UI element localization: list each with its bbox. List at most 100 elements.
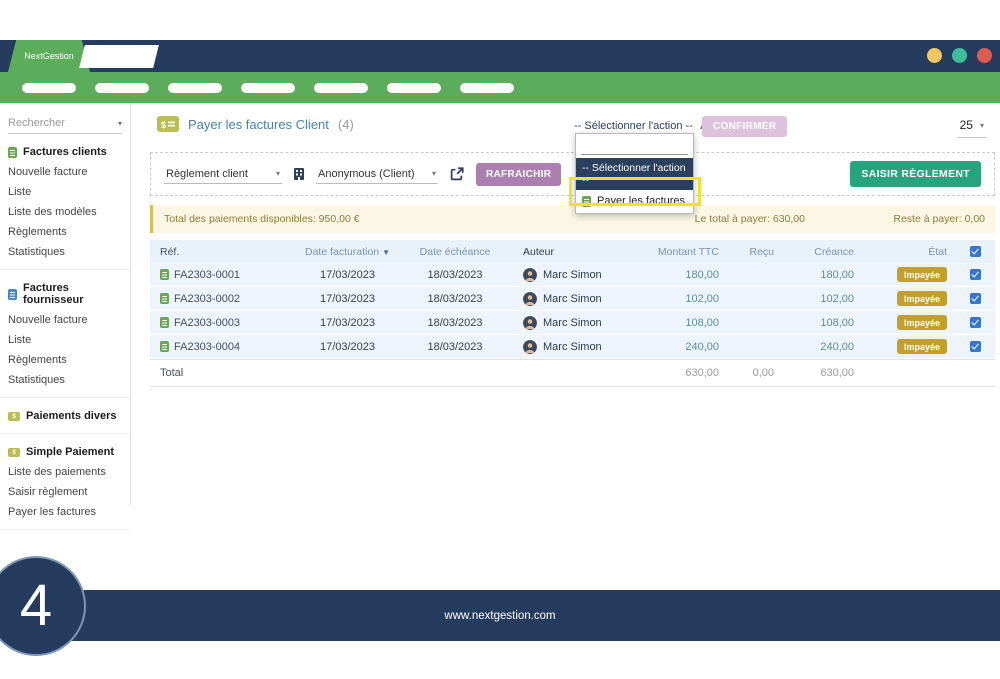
- header-credit[interactable]: Créance: [814, 245, 854, 258]
- avatar: [523, 267, 537, 282]
- avatar: [523, 339, 537, 354]
- search-input[interactable]: Rechercher ▾: [8, 117, 122, 134]
- sidebar-item-saisir-reglement[interactable]: Saisir règlement: [8, 486, 88, 498]
- sidebar-item-paiements-divers[interactable]: $ Paiements divers: [0, 408, 130, 426]
- table-row[interactable]: FA2303-0003 17/03/2023 18/03/2023 Marc S…: [150, 311, 995, 335]
- invoice-icon: [582, 195, 591, 207]
- sidebar-item-liste-modeles[interactable]: Liste des modèles: [8, 206, 97, 218]
- sidebar-item-statistiques[interactable]: Statistiques: [8, 246, 65, 258]
- table-row[interactable]: FA2303-0004 17/03/2023 18/03/2023 Marc S…: [150, 335, 995, 359]
- invoice-ref[interactable]: FA2303-0001: [150, 269, 290, 281]
- header-date-due[interactable]: Date échéance: [419, 245, 491, 258]
- header-amount[interactable]: Montant TTC: [657, 245, 719, 258]
- nav-item-pill[interactable]: [314, 83, 368, 93]
- avatar: [523, 291, 537, 306]
- sidebar-item-reglements[interactable]: Règlements: [8, 226, 67, 238]
- dropdown-option-placeholder[interactable]: -- Sélectionner l'action --: [576, 158, 693, 190]
- row-checkbox[interactable]: [969, 317, 981, 329]
- header-date-invoice-label: Date facturation: [305, 245, 380, 258]
- sidebar-item-simple-paiement[interactable]: $ Simple Paiement: [0, 444, 130, 462]
- sidebar-item-nouvelle-facture[interactable]: Nouvelle facture: [8, 166, 88, 178]
- page-size-value: 25: [959, 118, 973, 132]
- nav-item-pill[interactable]: [387, 83, 441, 93]
- minimize-icon[interactable]: [927, 48, 942, 63]
- brand-tab[interactable]: NextGestion: [8, 40, 90, 72]
- author-cell: Marc Simon: [505, 291, 630, 306]
- sidebar-item-factures-clients[interactable]: Factures clients: [0, 144, 130, 162]
- payment-type-value: Règlement client: [166, 167, 248, 180]
- invoice-icon: [8, 288, 17, 300]
- refresh-button[interactable]: RAFRAICHIR: [476, 162, 562, 186]
- client-select[interactable]: Anonymous (Client) ▾: [316, 165, 438, 184]
- invoice-ref[interactable]: FA2303-0003: [150, 317, 290, 329]
- sidebar-item-nouvelle-facture[interactable]: Nouvelle facture: [8, 314, 88, 326]
- author-name: Marc Simon: [543, 268, 602, 281]
- invoice-date: 17/03/2023: [319, 268, 376, 281]
- nav-item-pill[interactable]: [241, 83, 295, 93]
- sidebar-item-statistiques[interactable]: Statistiques: [8, 374, 65, 386]
- due-date: 18/03/2023: [427, 268, 483, 281]
- credit-amount: 240,00: [820, 340, 854, 353]
- dropdown-option-label: Payer les factures: [597, 195, 686, 207]
- row-checkbox[interactable]: [969, 341, 981, 353]
- sidebar-item-liste[interactable]: Liste: [8, 186, 32, 198]
- sidebar-section-factures-fournisseur: Factures fournisseur Nouvelle facture Li…: [0, 270, 130, 398]
- section-title-label: Simple Paiement: [26, 446, 115, 458]
- invoice-date: 17/03/2023: [319, 340, 376, 353]
- due-date: 18/03/2023: [427, 340, 483, 353]
- status-cell: Impayée: [860, 339, 955, 354]
- footer-bar: www.nextgestion.com: [0, 590, 1000, 641]
- nav-item-pill[interactable]: [95, 83, 149, 93]
- row-checkbox-cell: [955, 317, 995, 329]
- table-row[interactable]: FA2303-0001 17/03/2023 18/03/2023 Marc S…: [150, 263, 995, 287]
- enter-payment-button[interactable]: SAISIR RÈGLEMENT: [850, 161, 981, 187]
- header-author[interactable]: Auteur: [523, 245, 554, 258]
- row-checkbox[interactable]: [969, 293, 981, 305]
- select-all-checkbox[interactable]: [969, 246, 981, 258]
- author-name: Marc Simon: [543, 316, 602, 329]
- table-row[interactable]: FA2303-0002 17/03/2023 18/03/2023 Marc S…: [150, 287, 995, 311]
- action-select[interactable]: -- Sélectionner l'action -- ▴: [574, 120, 704, 132]
- sidebar-item-payer-factures[interactable]: Payer les factures: [8, 506, 97, 518]
- row-checkbox-cell: [955, 293, 995, 305]
- sidebar-item-reglements[interactable]: Règlements: [8, 354, 67, 366]
- chevron-down-icon: ▾: [117, 118, 122, 128]
- page-size-select[interactable]: 25 ▾: [956, 116, 987, 138]
- available-total: Total des paiements disponibles: 950,00 …: [164, 213, 360, 225]
- total-to-pay: Le total à payer: 630,00: [694, 213, 805, 225]
- close-icon[interactable]: [977, 48, 992, 63]
- nav-item-pill[interactable]: [168, 83, 222, 93]
- dropdown-search-input[interactable]: [581, 138, 688, 155]
- dropdown-option-payer-factures[interactable]: Payer les factures: [576, 190, 693, 213]
- nav-item-pill[interactable]: [22, 83, 76, 93]
- due-date: 18/03/2023: [427, 316, 483, 329]
- invoice-icon: [8, 146, 17, 158]
- invoice-icon: [160, 317, 169, 328]
- payment-type-select[interactable]: Règlement client ▾: [164, 165, 282, 184]
- payment-icon: $: [8, 411, 20, 421]
- action-dropdown-menu: -- Sélectionner l'action -- Payer les fa…: [575, 133, 694, 214]
- confirm-button[interactable]: CONFIRMER: [702, 116, 788, 137]
- status-badge: Impayée: [896, 291, 947, 306]
- header-status[interactable]: État: [928, 245, 947, 258]
- sidebar-item-liste[interactable]: Liste: [8, 334, 32, 346]
- maximize-icon[interactable]: [952, 48, 967, 63]
- brand-name: NextGestion: [24, 51, 74, 61]
- header-received[interactable]: Reçu: [749, 245, 774, 258]
- main-nav: [0, 72, 1000, 103]
- header-ref[interactable]: Réf.: [160, 245, 180, 258]
- invoice-ref[interactable]: FA2303-0004: [150, 341, 290, 353]
- header-date-invoice[interactable]: Date facturation ▼: [290, 246, 405, 258]
- external-link-icon[interactable]: [450, 167, 464, 181]
- sidebar-item-factures-fournisseur[interactable]: Factures fournisseur: [0, 280, 130, 310]
- invoice-ref[interactable]: FA2303-0002: [150, 293, 290, 305]
- row-checkbox[interactable]: [969, 269, 981, 281]
- page-header: $ Payer les factures Client (4) -- Sélec…: [150, 112, 995, 142]
- nav-item-pill[interactable]: [460, 83, 514, 93]
- page-title-group: $ Payer les factures Client (4): [157, 116, 354, 132]
- sidebar-item-liste-paiements[interactable]: Liste des paiements: [8, 466, 106, 478]
- invoice-icon: [160, 341, 169, 352]
- footer-url: www.nextgestion.com: [444, 609, 556, 622]
- invoices-table: Réf. Date facturation ▼ Date échéance Au…: [150, 240, 995, 387]
- credit-amount: 102,00: [820, 292, 854, 305]
